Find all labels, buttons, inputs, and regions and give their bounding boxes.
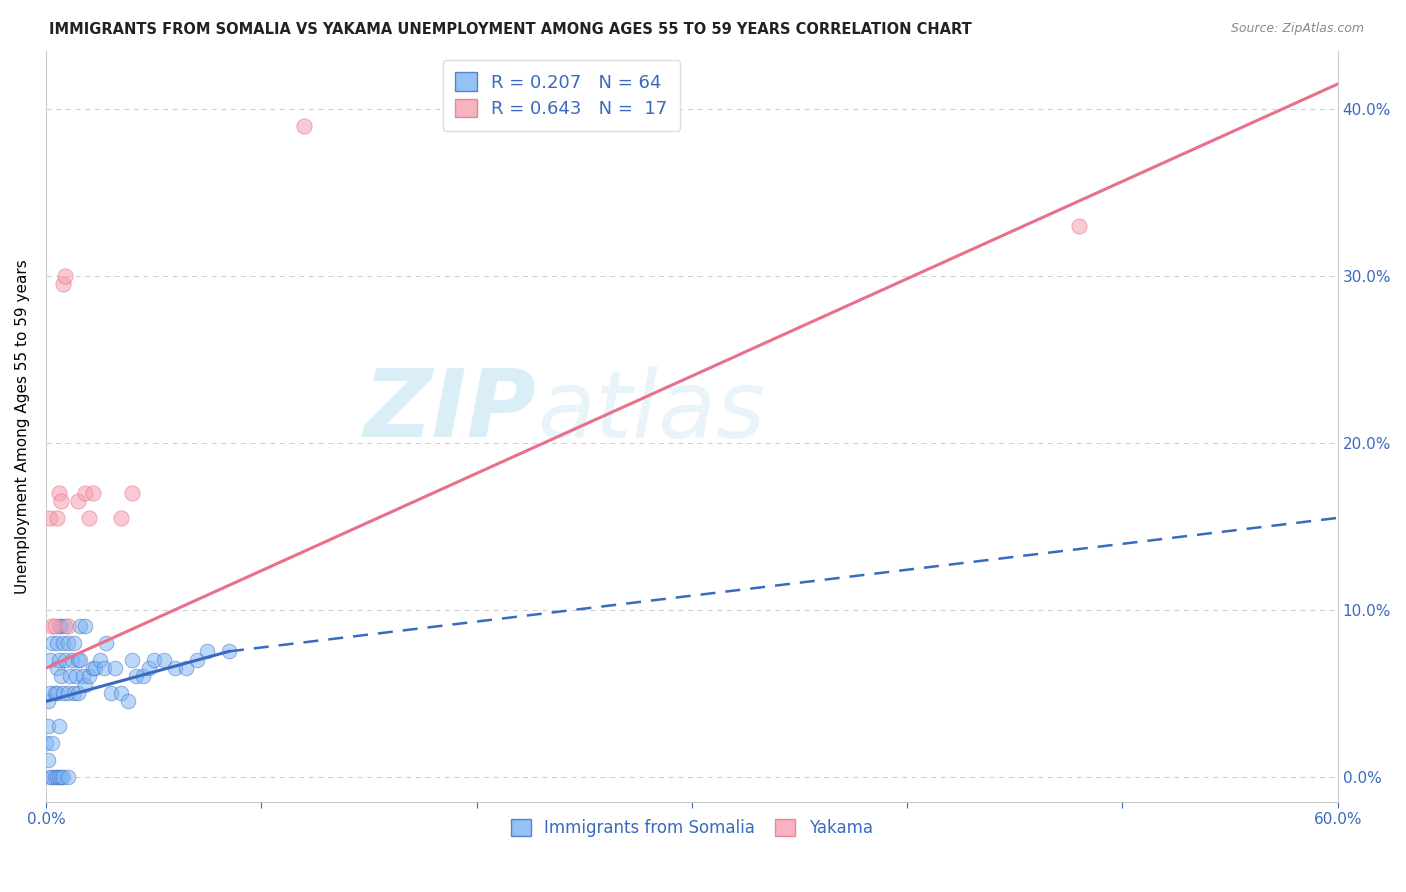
Point xyxy=(56,770,79,784)
Text: Source: ZipAtlas.com: Source: ZipAtlas.com xyxy=(1230,22,1364,36)
Point xyxy=(39,686,62,700)
Point xyxy=(41,736,63,750)
Point xyxy=(93,661,115,675)
Point xyxy=(52,686,75,700)
Point xyxy=(53,619,76,633)
Point xyxy=(56,636,79,650)
Point xyxy=(44,770,66,784)
Point xyxy=(53,268,76,283)
Point xyxy=(45,686,67,700)
Point xyxy=(44,686,66,700)
Point xyxy=(41,636,63,650)
Point xyxy=(45,636,67,650)
Legend: Immigrants from Somalia, Yakama: Immigrants from Somalia, Yakama xyxy=(503,811,882,846)
Point xyxy=(77,669,100,683)
Point xyxy=(48,719,70,733)
Text: IMMIGRANTS FROM SOMALIA VS YAKAMA UNEMPLOYMENT AMONG AGES 55 TO 59 YEARS CORRELA: IMMIGRANTS FROM SOMALIA VS YAKAMA UNEMPL… xyxy=(49,22,972,37)
Point xyxy=(49,619,72,633)
Point xyxy=(165,661,187,675)
Point xyxy=(153,653,176,667)
Point xyxy=(48,770,70,784)
Point xyxy=(142,653,165,667)
Point xyxy=(63,636,86,650)
Point xyxy=(49,494,72,508)
Point xyxy=(73,619,96,633)
Point xyxy=(67,494,90,508)
Point xyxy=(60,653,83,667)
Point xyxy=(84,661,107,675)
Point xyxy=(45,770,67,784)
Point xyxy=(100,686,122,700)
Point xyxy=(48,486,70,500)
Point xyxy=(77,511,100,525)
Point xyxy=(69,653,91,667)
Point xyxy=(121,486,143,500)
Point xyxy=(104,661,127,675)
Point xyxy=(37,719,59,733)
Point xyxy=(59,669,82,683)
Point xyxy=(35,736,58,750)
Point xyxy=(53,653,76,667)
Point xyxy=(174,661,197,675)
Point xyxy=(186,653,208,667)
Point xyxy=(197,644,219,658)
Point xyxy=(1069,219,1091,233)
Point xyxy=(37,753,59,767)
Point xyxy=(52,770,75,784)
Point xyxy=(110,511,132,525)
Point xyxy=(65,669,87,683)
Point xyxy=(49,669,72,683)
Point xyxy=(52,277,75,292)
Point xyxy=(82,661,104,675)
Point xyxy=(72,669,94,683)
Point xyxy=(218,644,240,658)
Point xyxy=(48,653,70,667)
Point xyxy=(138,661,160,675)
Point xyxy=(121,653,143,667)
Point xyxy=(39,653,62,667)
Point xyxy=(73,678,96,692)
Point xyxy=(110,686,132,700)
Point xyxy=(69,619,91,633)
Point xyxy=(45,661,67,675)
Point xyxy=(117,694,139,708)
Point xyxy=(67,653,90,667)
Point xyxy=(56,619,79,633)
Point xyxy=(37,694,59,708)
Point xyxy=(48,619,70,633)
Point xyxy=(125,669,148,683)
Y-axis label: Unemployment Among Ages 55 to 59 years: Unemployment Among Ages 55 to 59 years xyxy=(15,259,30,593)
Point xyxy=(292,119,315,133)
Point xyxy=(39,511,62,525)
Point xyxy=(96,636,118,650)
Point xyxy=(41,770,63,784)
Point xyxy=(49,770,72,784)
Point xyxy=(39,770,62,784)
Point xyxy=(73,486,96,500)
Point xyxy=(56,686,79,700)
Point xyxy=(44,619,66,633)
Point xyxy=(67,686,90,700)
Point xyxy=(89,653,111,667)
Point xyxy=(41,619,63,633)
Point xyxy=(63,686,86,700)
Point xyxy=(82,486,104,500)
Point xyxy=(45,511,67,525)
Text: atlas: atlas xyxy=(537,366,765,457)
Point xyxy=(52,636,75,650)
Text: ZIP: ZIP xyxy=(364,365,537,457)
Point xyxy=(132,669,155,683)
